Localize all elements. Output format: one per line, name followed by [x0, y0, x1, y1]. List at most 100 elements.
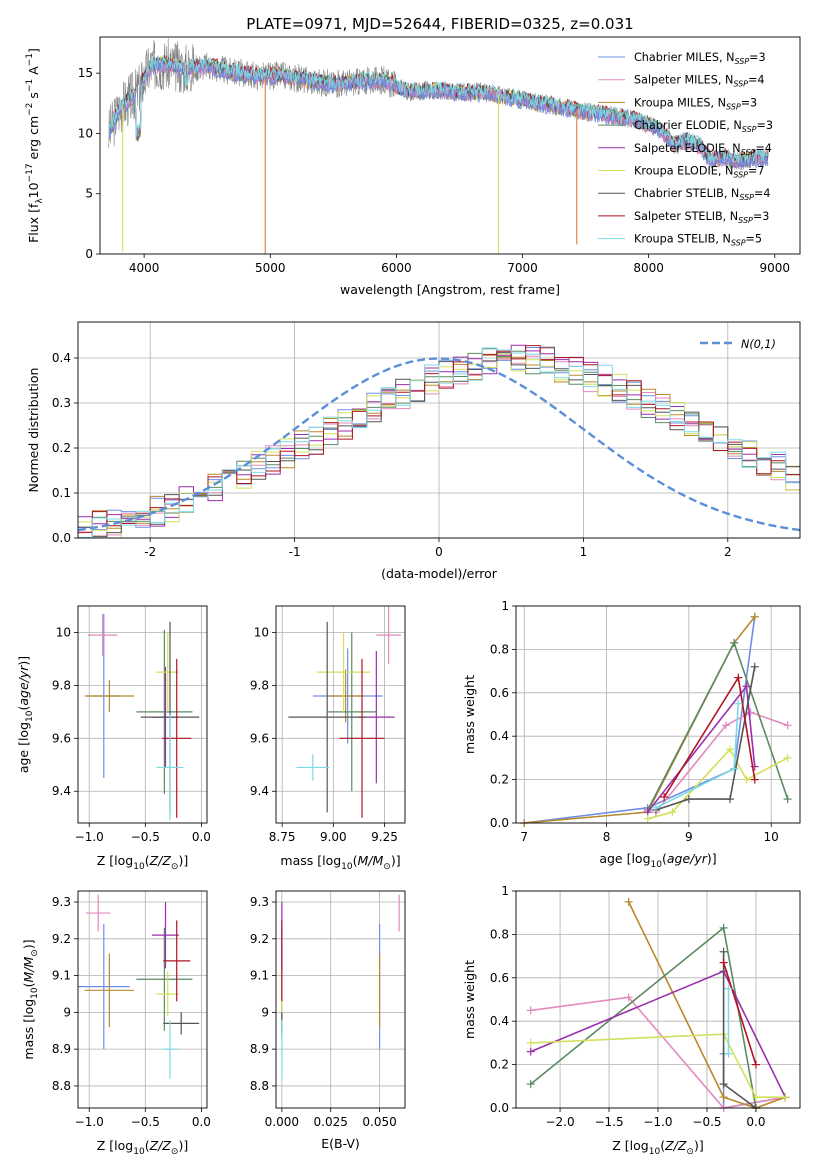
gaussian-curve: [78, 357, 800, 532]
y-tick-label: 1: [501, 599, 509, 613]
legend-label: Kroupa STELIB, NSSP=5: [634, 233, 762, 248]
label-part: (: [353, 853, 358, 868]
y-tick-label: 0.6: [490, 686, 509, 700]
x-tick-label: −2.0: [545, 1115, 574, 1129]
y-tick-label: 9.3: [52, 895, 71, 909]
legend-label-value: =3: [741, 96, 758, 109]
y-tick-label: 0.2: [490, 773, 509, 787]
label-part: 10: [649, 1147, 661, 1157]
weight-series-line: [655, 711, 788, 813]
mass-vs-Z-panel: −1.0 −0.5 0.08.88.999.19.29.3Z [log10(Z/Z⊙…: [21, 890, 211, 1157]
legend-label-value: =4: [748, 74, 765, 87]
x-tick-label: 8000: [633, 261, 664, 275]
legend-label-value: =7: [748, 165, 765, 178]
legend-label-value: =5: [746, 233, 763, 246]
axes-frame: [77, 321, 801, 539]
y-tick-label: 0.2: [490, 1058, 509, 1072]
legend-label-sub: SSP: [741, 148, 756, 157]
label-part: (: [145, 1138, 150, 1153]
x-tick-label: 4000: [129, 261, 160, 275]
y-tick-label: 8.9: [52, 1042, 71, 1056]
label-part: 10: [651, 860, 663, 870]
x-axis-label: Z [log10(Z/Z⊙)]: [97, 1138, 188, 1157]
axes-frame: [77, 605, 208, 824]
label-part: 10: [133, 862, 145, 872]
x-tick-label: −0.5: [692, 1115, 721, 1129]
y-tick-label: 0.0: [490, 816, 509, 830]
label-part: Z [log: [612, 1138, 648, 1153]
legend-label-sub: SSP: [733, 80, 748, 89]
spectrum-plot: [108, 38, 769, 254]
y-tick-label: 8.8: [52, 1079, 71, 1093]
weight-series-line: [530, 1033, 786, 1098]
x-tick-label: −1.0: [75, 1115, 104, 1129]
y-tick-label: 0.4: [490, 729, 509, 743]
mass-weight-vs-Z-panel: −2.0 −1.5 −1.0 −0.5 0.0 0.0 0.2 0.4 0.6 0.8 1 Z [lo…: [462, 884, 801, 1157]
legend-label-value: =3: [749, 51, 766, 64]
histogram-plot: [78, 344, 800, 538]
label-part: age [log: [16, 722, 31, 773]
model-spectrum-line: [108, 54, 769, 164]
y-tick-label: 0.8: [490, 927, 509, 941]
legend-label: Chabrier ELODIE, NSSP=3: [634, 119, 773, 134]
x-tick-label: 9.25: [371, 830, 398, 844]
x-tick-label: 9: [685, 830, 693, 844]
x-tick-label: 9000: [760, 261, 791, 275]
y-axis-label: age [log10(age/yr)]: [16, 656, 35, 773]
x-tick-label: -2: [144, 545, 156, 559]
label-part: mass [log: [280, 853, 341, 868]
legend-label-sub: SSP: [734, 57, 749, 66]
weight-series-line: [647, 747, 789, 820]
y-tick-label: 9.6: [52, 731, 71, 745]
label-part: ⊙: [686, 1147, 694, 1157]
y-tick-label: 10: [78, 126, 93, 140]
x-axis-label: Z [log10(Z/Z⊙)]: [612, 1138, 703, 1157]
weight-series-line: [722, 962, 757, 1065]
label-part: )]: [21, 939, 36, 949]
label-part: (: [662, 851, 667, 866]
axes-frame: [77, 890, 208, 1109]
residual-histogram: [78, 348, 800, 538]
label-part: A: [26, 66, 41, 79]
y-tick-label: 1: [501, 884, 509, 898]
x-axis-label: E(B-V): [321, 1136, 360, 1151]
x-tick-label: 8.75: [269, 830, 296, 844]
label-part: age/yr: [16, 665, 31, 706]
y-tick-label: 0: [85, 247, 93, 261]
x-tick-label: 0.0: [746, 1115, 765, 1129]
legend-label-sub: SSP: [726, 102, 741, 111]
x-tick-label: -1: [289, 545, 301, 559]
axes-frame: [275, 605, 406, 824]
label-part: )]: [178, 1138, 188, 1153]
legend-label: Salpeter MILES, NSSP=4: [634, 74, 765, 89]
model-spectrum-line: [108, 59, 769, 170]
label-part: −1: [25, 79, 35, 92]
label-part: )]: [178, 853, 188, 868]
legend-label-main: Chabrier MILES, N: [634, 51, 734, 64]
label-part: Z [log: [97, 1138, 133, 1153]
label-part: )]: [391, 853, 401, 868]
x-tick-label: 0.0: [192, 830, 211, 844]
y-tick-label: 8.8: [250, 1079, 269, 1093]
label-part: )]: [16, 656, 31, 666]
legend-label: Salpeter ELODIE, NSSP=4: [634, 142, 772, 157]
label-part: (: [21, 982, 36, 987]
x-tick-label: −1.5: [594, 1115, 623, 1129]
label-part: (: [16, 706, 31, 711]
y-axis-label: mass [log10(M/M⊙)]: [21, 939, 40, 1059]
label-part: λ: [35, 198, 45, 204]
label-part: ⊙: [171, 862, 179, 872]
y-tick-label: 0.4: [490, 1014, 509, 1028]
x-tick-label: 10: [764, 830, 779, 844]
y-tick-label: 0.6: [490, 971, 509, 985]
y-axis-label: Flux [fλ10−17 erg cm−2 s−1 A−1]: [25, 48, 45, 243]
weight-series-line: [627, 901, 786, 1109]
weight-series-line: [524, 616, 756, 824]
y-tick-label: 0.0: [490, 1101, 509, 1115]
x-tick-label: 9.00: [320, 830, 347, 844]
weight-series-line: [530, 926, 757, 1109]
label-part: 10: [30, 987, 40, 999]
x-tick-label: 0: [435, 545, 443, 559]
